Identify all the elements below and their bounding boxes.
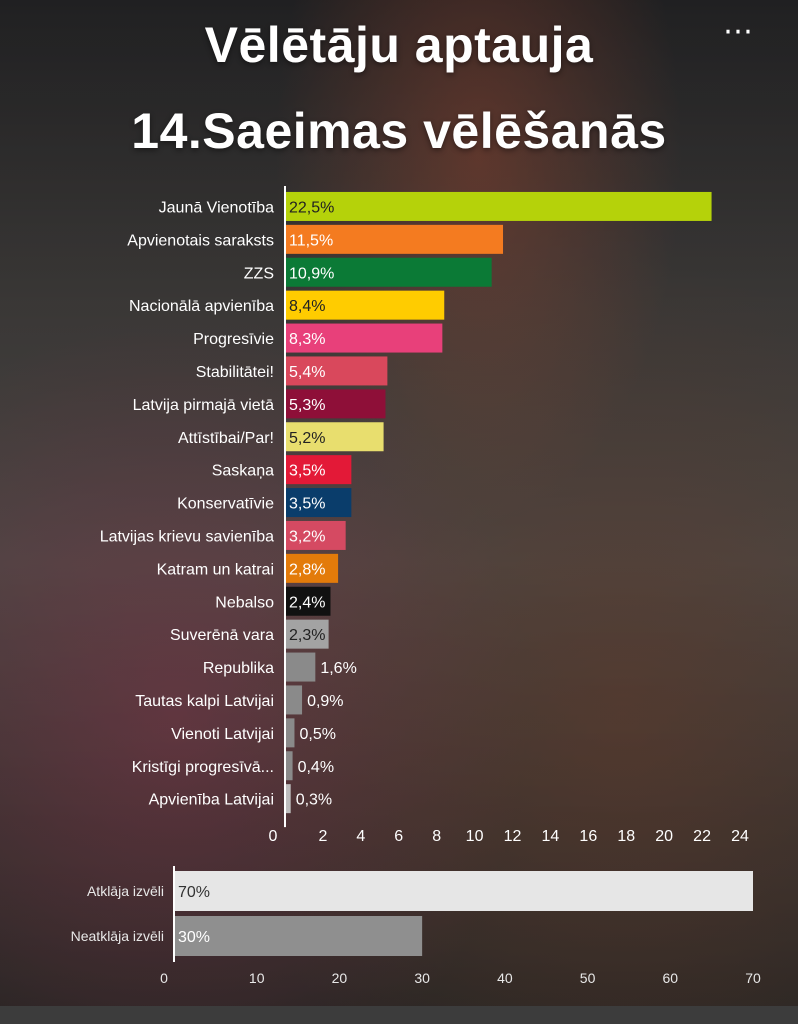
x-tick-label: 30 bbox=[414, 970, 430, 986]
bar bbox=[285, 356, 388, 386]
category-label: Nebalso bbox=[215, 594, 274, 611]
bar bbox=[174, 871, 753, 911]
bar bbox=[285, 784, 291, 814]
x-tick-label: 50 bbox=[580, 970, 596, 986]
data-label: 0,4% bbox=[298, 759, 334, 776]
category-label: Republika bbox=[203, 660, 274, 677]
data-label: 3,5% bbox=[289, 496, 325, 513]
x-tick-label: 22 bbox=[693, 828, 711, 845]
x-tick-label: 20 bbox=[655, 828, 673, 845]
data-label: 2,4% bbox=[289, 594, 325, 611]
x-tick-label: 10 bbox=[466, 828, 484, 845]
title-line-1: Vēlētāju aptauja bbox=[204, 17, 594, 73]
data-label: 11,5% bbox=[289, 232, 333, 249]
title-line-2: 14.Saeimas vēlēšanās bbox=[131, 103, 667, 159]
x-tick-label: 8 bbox=[432, 828, 441, 845]
data-label: 0,5% bbox=[299, 726, 335, 743]
bar bbox=[285, 553, 339, 583]
category-label: Nacionālā apvienība bbox=[129, 298, 274, 315]
x-tick-label: 0 bbox=[269, 828, 278, 845]
more-options-icon[interactable]: ⋯ bbox=[723, 15, 754, 48]
x-tick-label: 0 bbox=[160, 970, 168, 986]
data-label: 2,8% bbox=[289, 561, 325, 578]
category-label: Apvienība Latvijai bbox=[149, 792, 274, 809]
x-tick-label: 20 bbox=[332, 970, 348, 986]
x-tick-label: 2 bbox=[318, 828, 327, 845]
x-tick-label: 12 bbox=[504, 828, 522, 845]
data-label: 5,2% bbox=[289, 430, 325, 447]
bar bbox=[285, 652, 316, 682]
bar bbox=[285, 520, 346, 550]
category-label: Neatklāja izvēli bbox=[71, 928, 164, 944]
x-tick-label: 4 bbox=[356, 828, 365, 845]
category-label: Kristīgi progresīvā... bbox=[132, 759, 274, 776]
category-label: Stabilitātei! bbox=[196, 364, 274, 381]
category-label: Latvija pirmajā vietā bbox=[133, 397, 275, 414]
data-label: 0,9% bbox=[307, 693, 343, 710]
bar bbox=[285, 422, 384, 452]
x-tick-label: 14 bbox=[542, 828, 560, 845]
data-label: 3,5% bbox=[289, 463, 325, 480]
bar bbox=[285, 191, 712, 221]
x-tick-label: 18 bbox=[617, 828, 635, 845]
party-poll-chart: Jaunā Vienotība 22,5% Apvienotais saraksts… bbox=[100, 186, 749, 845]
category-label: Suverēnā vara bbox=[170, 627, 274, 644]
bar bbox=[285, 257, 492, 287]
bar bbox=[285, 224, 504, 254]
bar bbox=[285, 586, 331, 616]
bar bbox=[285, 290, 445, 320]
x-tick-label: 40 bbox=[497, 970, 513, 986]
x-tick-label: 10 bbox=[249, 970, 265, 986]
bar bbox=[285, 488, 352, 518]
data-label: 30% bbox=[178, 929, 210, 946]
data-label: 5,4% bbox=[289, 364, 325, 381]
x-tick-label: 24 bbox=[731, 828, 749, 845]
data-label: 22,5% bbox=[289, 199, 334, 216]
data-label: 70% bbox=[178, 884, 210, 901]
x-tick-label: 60 bbox=[662, 970, 678, 986]
category-label: Attīstībai/Par! bbox=[178, 430, 274, 447]
data-label: 0,3% bbox=[296, 792, 332, 809]
bar bbox=[285, 455, 352, 485]
x-tick-label: 6 bbox=[394, 828, 403, 845]
data-label: 10,9% bbox=[289, 265, 334, 282]
data-label: 8,4% bbox=[289, 298, 325, 315]
category-label: Vienoti Latvijai bbox=[171, 726, 274, 743]
data-label: 1,6% bbox=[320, 660, 356, 677]
bar bbox=[285, 751, 293, 781]
category-label: Apvienotais saraksts bbox=[127, 232, 274, 249]
x-tick-label: 16 bbox=[579, 828, 597, 845]
category-label: Latvijas krievu savienība bbox=[100, 528, 274, 545]
category-label: Konservatīvie bbox=[177, 496, 274, 513]
bottom-bar bbox=[0, 1006, 798, 1024]
bar bbox=[285, 389, 386, 419]
x-tick-label: 70 bbox=[745, 970, 761, 986]
bar bbox=[285, 619, 329, 649]
data-label: 2,3% bbox=[289, 627, 325, 644]
data-label: 8,3% bbox=[289, 331, 325, 348]
bar bbox=[174, 916, 423, 956]
category-label: Saskaņa bbox=[212, 463, 274, 480]
bar bbox=[285, 685, 303, 715]
category-label: Jaunā Vienotība bbox=[159, 199, 274, 216]
bar bbox=[285, 718, 295, 748]
category-label: Progresīvie bbox=[193, 331, 274, 348]
category-label: Tautas kalpi Latvijai bbox=[135, 693, 274, 710]
data-label: 3,2% bbox=[289, 528, 325, 545]
bar bbox=[285, 323, 443, 353]
category-label: ZZS bbox=[244, 265, 274, 282]
data-label: 5,3% bbox=[289, 397, 325, 414]
category-label: Atklāja izvēli bbox=[87, 883, 164, 899]
category-label: Katram un katrai bbox=[157, 561, 274, 578]
